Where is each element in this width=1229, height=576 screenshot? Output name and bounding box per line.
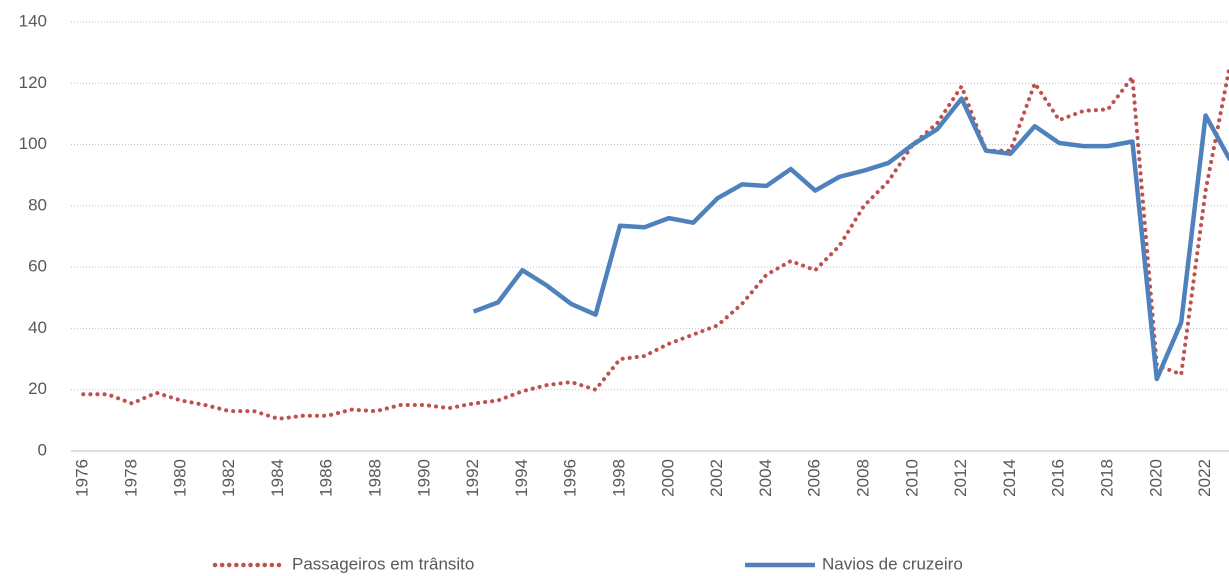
legend-label: Passageiros em trânsito bbox=[292, 554, 474, 573]
x-tick-label: 1976 bbox=[73, 459, 92, 497]
x-tick-label: 2012 bbox=[951, 459, 970, 497]
x-tick-label: 2014 bbox=[1000, 459, 1019, 497]
y-tick-label: 80 bbox=[28, 195, 47, 214]
x-tick-label: 1984 bbox=[268, 459, 287, 497]
x-tick-label: 2010 bbox=[902, 459, 921, 497]
series-line bbox=[81, 63, 1229, 421]
y-tick-label: 60 bbox=[28, 257, 47, 276]
x-tick-label: 1990 bbox=[414, 459, 433, 497]
x-tick-label: 2002 bbox=[707, 459, 726, 497]
x-tick-label: 2016 bbox=[1049, 459, 1068, 497]
x-tick-label: 2020 bbox=[1146, 459, 1165, 497]
x-tick-label: 2008 bbox=[853, 459, 872, 497]
y-tick-label: 20 bbox=[28, 379, 47, 398]
series-line bbox=[472, 96, 1229, 382]
x-tick-label: 1998 bbox=[609, 459, 628, 497]
x-tick-label: 2022 bbox=[1195, 459, 1214, 497]
x-tick-label: 1986 bbox=[317, 459, 336, 497]
x-tick-label: 1992 bbox=[463, 459, 482, 497]
x-tick-label: 1982 bbox=[219, 459, 238, 497]
y-tick-label: 120 bbox=[19, 73, 47, 92]
y-tick-label: 40 bbox=[28, 318, 47, 337]
x-tick-label: 1994 bbox=[512, 459, 531, 497]
x-tick-label: 1980 bbox=[170, 459, 189, 497]
y-tick-label: 0 bbox=[38, 440, 47, 459]
y-tick-label: 100 bbox=[19, 134, 47, 153]
x-tick-label: 2004 bbox=[756, 459, 775, 497]
x-tick-label: 2000 bbox=[658, 459, 677, 497]
x-tick-label: 2006 bbox=[805, 459, 824, 497]
x-tick-label: 1988 bbox=[365, 459, 384, 497]
x-tick-label: 1996 bbox=[561, 459, 580, 497]
legend-label: Navios de cruzeiro bbox=[822, 554, 963, 573]
x-tick-label: 1978 bbox=[121, 459, 140, 497]
y-tick-label: 140 bbox=[19, 11, 47, 30]
x-tick-label: 2018 bbox=[1097, 459, 1116, 497]
